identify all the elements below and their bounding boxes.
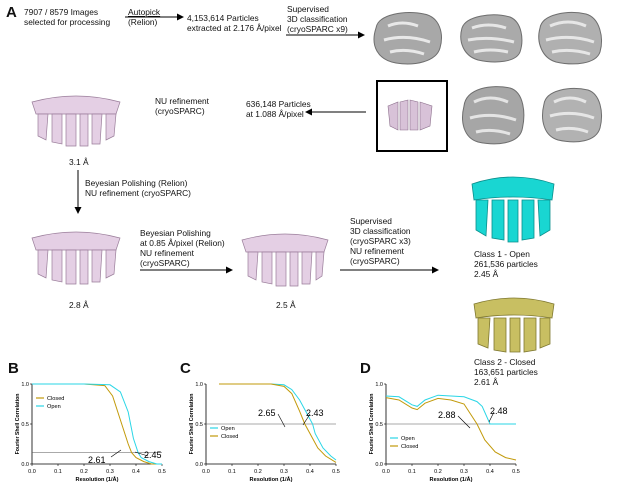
y-axis-label: Fourier Shell Correlation bbox=[369, 394, 375, 455]
y-tick-label: 1.0 bbox=[195, 382, 203, 388]
map-2-5 bbox=[241, 233, 329, 287]
y-tick-label: 0.0 bbox=[375, 462, 383, 468]
x-tick-label: 0.5 bbox=[158, 469, 166, 475]
images-text: 7907 / 8579 Images selected for processin… bbox=[24, 7, 111, 27]
series-line-open bbox=[32, 383, 162, 465]
supervised-classification-2-text: Supervised 3D classification (cryoSPARC x3… bbox=[350, 216, 411, 266]
map-2-8 bbox=[31, 231, 121, 285]
x-tick-label: 0.3 bbox=[280, 469, 288, 475]
y-tick-label: 0.5 bbox=[195, 422, 203, 428]
legend-label-closed: Closed bbox=[401, 444, 418, 450]
series-line-closed bbox=[219, 383, 337, 463]
extracted-text: 4,153,614 Particles extracted at 2.176 Å/… bbox=[187, 13, 282, 33]
resolution-3-1: 3.1 Å bbox=[69, 157, 89, 167]
y-tick-label: 0.5 bbox=[21, 422, 29, 428]
annotation-arrow bbox=[488, 411, 495, 423]
annotation-label: 2.45 bbox=[144, 450, 162, 460]
annotation-label: 2.43 bbox=[306, 408, 324, 418]
x-axis-label: Resolution (1/Å) bbox=[250, 476, 293, 483]
series-line-closed bbox=[385, 397, 517, 461]
class1-text: Class 1 - Open 261,536 particles 2.45 Å bbox=[474, 249, 538, 279]
autopick-text: Autopick (Relion) bbox=[128, 7, 161, 27]
annotation-arrow bbox=[277, 413, 286, 428]
annotation-label: 2.88 bbox=[438, 410, 456, 420]
legend-label-closed: Closed bbox=[47, 396, 64, 402]
map-3-1 bbox=[31, 95, 121, 147]
class-blob-3 bbox=[538, 12, 602, 65]
selected-class-box bbox=[376, 80, 448, 152]
x-tick-label: 0.1 bbox=[408, 469, 416, 475]
fsc-chart-b: 0.0 0.1 0.2 0.3 0.4 0.5 0.0 0.5 1.0 Resolution (1… bbox=[15, 382, 166, 483]
x-tick-label: 0.0 bbox=[28, 469, 36, 475]
nu-refinement-1-text: NU refinement (cryoSPARC) bbox=[155, 96, 209, 116]
x-tick-label: 0.2 bbox=[434, 469, 442, 475]
selected-class-map bbox=[387, 99, 433, 131]
annotation-label: 2.48 bbox=[490, 406, 508, 416]
x-tick-label: 0.4 bbox=[306, 469, 314, 475]
x-tick-label: 0.5 bbox=[512, 469, 520, 475]
annotation-arrow bbox=[134, 451, 149, 457]
x-tick-label: 0.3 bbox=[460, 469, 468, 475]
y-tick-label: 0.0 bbox=[195, 462, 203, 468]
annotation-label: 2.65 bbox=[258, 408, 276, 418]
x-axis-label: Resolution (1/Å) bbox=[76, 476, 119, 483]
x-tick-label: 0.2 bbox=[254, 469, 262, 475]
x-tick-label: 0.4 bbox=[132, 469, 140, 475]
legend-label-closed: Closed bbox=[221, 434, 238, 440]
class-blob-4 bbox=[462, 86, 525, 145]
class2-closed-map bbox=[473, 297, 555, 353]
x-tick-label: 0.4 bbox=[486, 469, 494, 475]
x-tick-label: 0.5 bbox=[332, 469, 340, 475]
y-tick-label: 0.5 bbox=[375, 422, 383, 428]
series-line-open bbox=[385, 394, 516, 425]
polishing-1-text: Beyesian Polishing (Relion) NU refinement… bbox=[85, 178, 191, 198]
annotation-arrow bbox=[457, 415, 471, 429]
panel-label-d: D bbox=[360, 360, 371, 377]
class1-open-map bbox=[471, 176, 555, 243]
class-blob-5 bbox=[542, 88, 602, 143]
x-tick-label: 0.0 bbox=[382, 469, 390, 475]
workflow-arrows bbox=[74, 13, 439, 274]
y-tick-label: 0.0 bbox=[21, 462, 29, 468]
legend-label-open: Open bbox=[221, 426, 235, 432]
polishing-2-text: Beyesian Polishing at 0.85 Å/pixel (Relio… bbox=[140, 228, 225, 268]
panel-label-b: B bbox=[8, 360, 19, 377]
panel-label-a: A bbox=[6, 4, 17, 21]
resolution-2-8: 2.8 Å bbox=[69, 300, 89, 310]
legend-label-open: Open bbox=[47, 404, 61, 410]
legend-label-open: Open bbox=[401, 436, 415, 442]
x-tick-label: 0.1 bbox=[228, 469, 236, 475]
panel-label-c: C bbox=[180, 360, 191, 377]
class-blob-2 bbox=[460, 14, 523, 63]
x-tick-label: 0.0 bbox=[202, 469, 210, 475]
annotation-label: 2.61 bbox=[88, 455, 106, 465]
fsc-chart-d: 0.0 0.1 0.2 0.3 0.4 0.5 0.0 0.5 1.0 Resolution (1… bbox=[369, 382, 520, 483]
x-tick-label: 0.1 bbox=[54, 469, 62, 475]
annotation-arrow bbox=[302, 413, 311, 426]
class2-text: Class 2 - Closed 163,651 particles 2.61 Å bbox=[474, 357, 538, 387]
y-tick-label: 1.0 bbox=[375, 382, 383, 388]
y-tick-label: 1.0 bbox=[21, 382, 29, 388]
x-axis-label: Resolution (1/Å) bbox=[430, 476, 473, 483]
resolution-2-5: 2.5 Å bbox=[276, 300, 296, 310]
series-line-closed bbox=[32, 383, 162, 465]
series-line-open bbox=[219, 383, 337, 461]
x-tick-label: 0.3 bbox=[106, 469, 114, 475]
annotation-arrow bbox=[110, 449, 122, 458]
supervised-classification-1-text: Supervised 3D classification (cryoSPARC x9… bbox=[287, 4, 348, 34]
class-blob-1 bbox=[373, 12, 442, 65]
x-tick-label: 0.2 bbox=[80, 469, 88, 475]
particles-636-text: 636,148 Particles at 1.088 Å/pixel bbox=[246, 99, 311, 119]
fsc-chart-c: 0.0 0.1 0.2 0.3 0.4 0.5 0.0 0.5 1.0 Resolution (1… bbox=[189, 382, 340, 483]
y-axis-label: Fourier Shell Correlation bbox=[189, 394, 195, 455]
y-axis-label: Fourier Shell Correlation bbox=[15, 394, 21, 455]
